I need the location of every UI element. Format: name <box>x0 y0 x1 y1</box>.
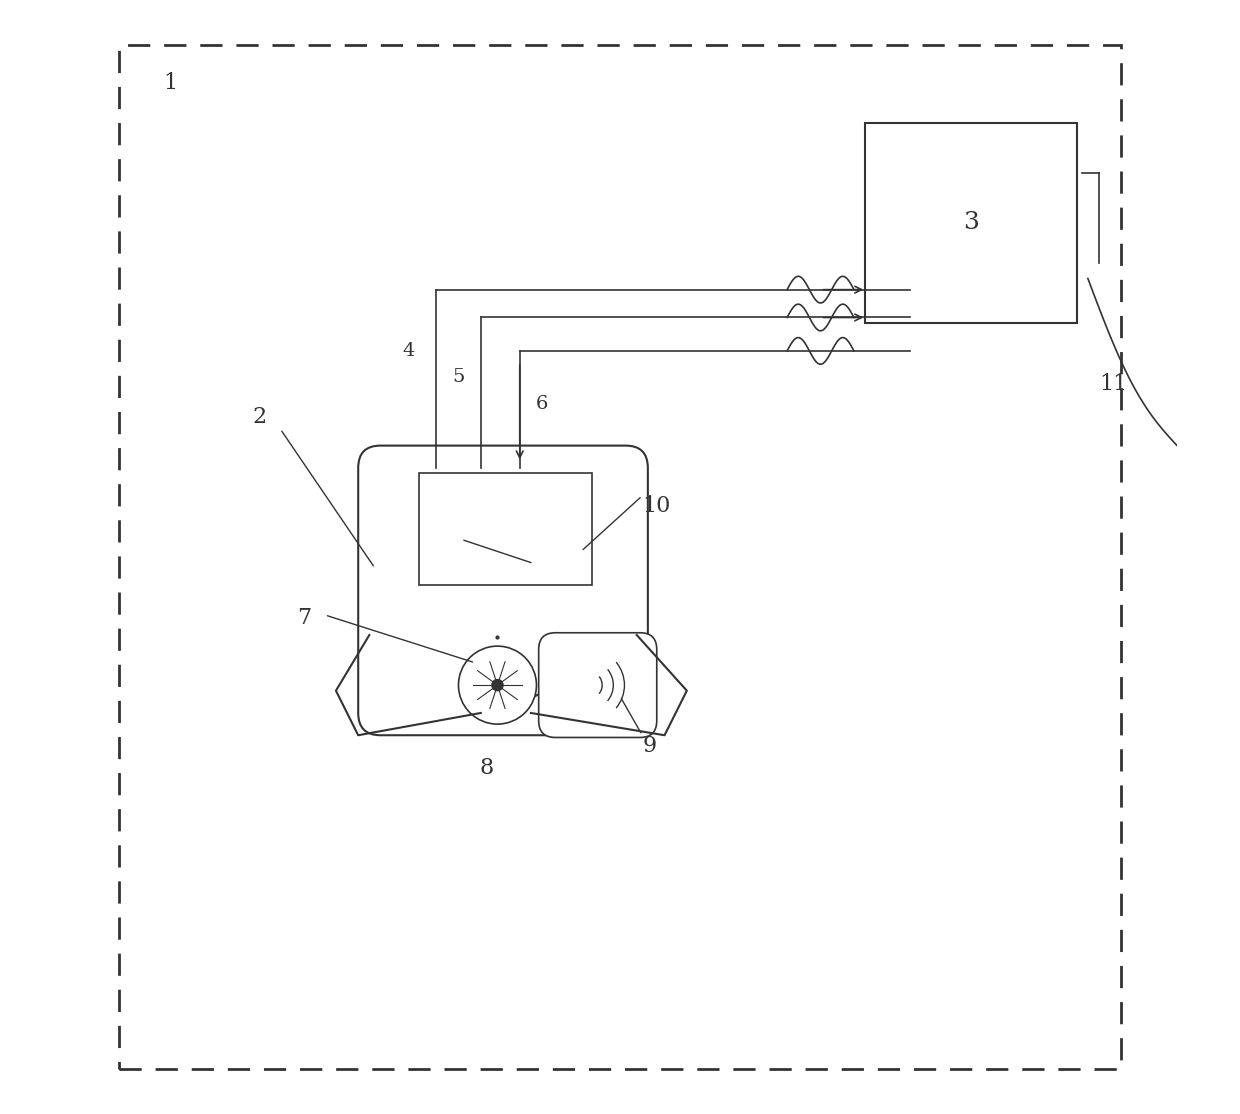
FancyBboxPatch shape <box>538 633 657 737</box>
Text: 9: 9 <box>642 735 656 756</box>
Text: 1: 1 <box>164 72 177 94</box>
Text: 2: 2 <box>253 407 267 428</box>
Text: 11: 11 <box>1099 373 1127 394</box>
Text: 8: 8 <box>479 758 494 779</box>
Text: 5: 5 <box>453 368 465 385</box>
Circle shape <box>492 680 503 691</box>
Circle shape <box>459 646 537 724</box>
Text: 10: 10 <box>642 496 671 517</box>
FancyBboxPatch shape <box>358 446 647 735</box>
Text: 6: 6 <box>536 395 548 413</box>
Bar <box>866 123 1076 323</box>
Text: 7: 7 <box>296 607 311 628</box>
Text: 3: 3 <box>963 212 978 234</box>
Bar <box>419 473 593 585</box>
Text: 4: 4 <box>402 342 414 361</box>
